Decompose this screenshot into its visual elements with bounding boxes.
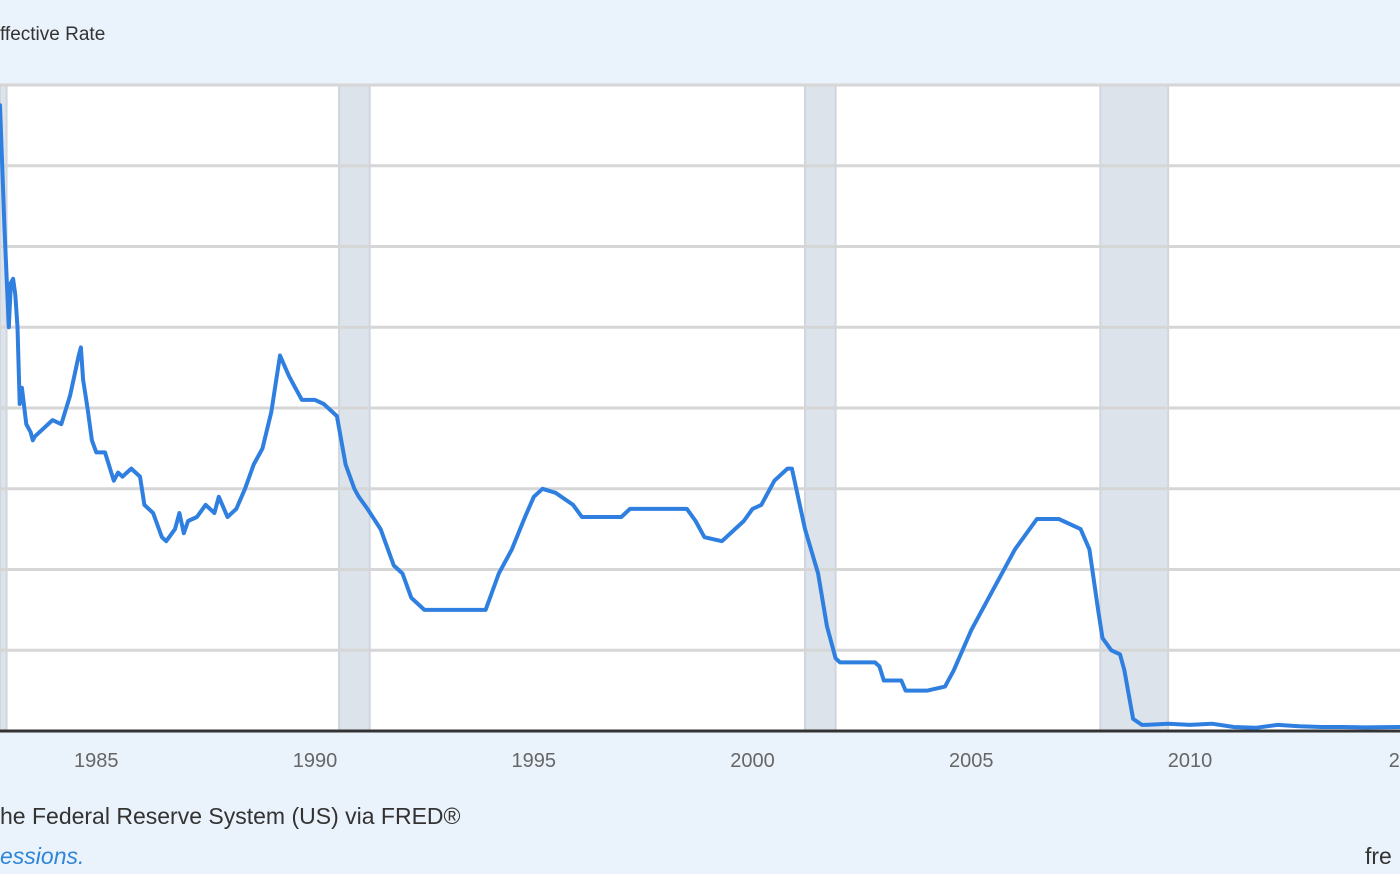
recessions-link[interactable]: essions. xyxy=(0,843,85,869)
x-tick-label: 1985 xyxy=(74,750,119,772)
x-tick-label: 2010 xyxy=(1168,750,1213,772)
source-attribution: he Federal Reserve System (US) via FRED® xyxy=(0,803,461,829)
x-tick-label: 201 xyxy=(1389,750,1400,772)
effective-rate-line xyxy=(0,103,1400,730)
x-tick-label: 2005 xyxy=(949,750,994,772)
x-tick-label: 1995 xyxy=(512,750,557,772)
x-tick-label: 2000 xyxy=(730,750,775,772)
horizontal-gridlines xyxy=(0,83,1400,652)
fred-wordmark[interactable]: fre xyxy=(1365,843,1392,869)
series-legend-label: ffective Rate xyxy=(0,24,106,45)
x-axis-tick-labels: 1985 1990 1995 2000 2005 2010 201 xyxy=(74,750,1400,772)
x-tick-label: 1990 xyxy=(293,750,338,772)
